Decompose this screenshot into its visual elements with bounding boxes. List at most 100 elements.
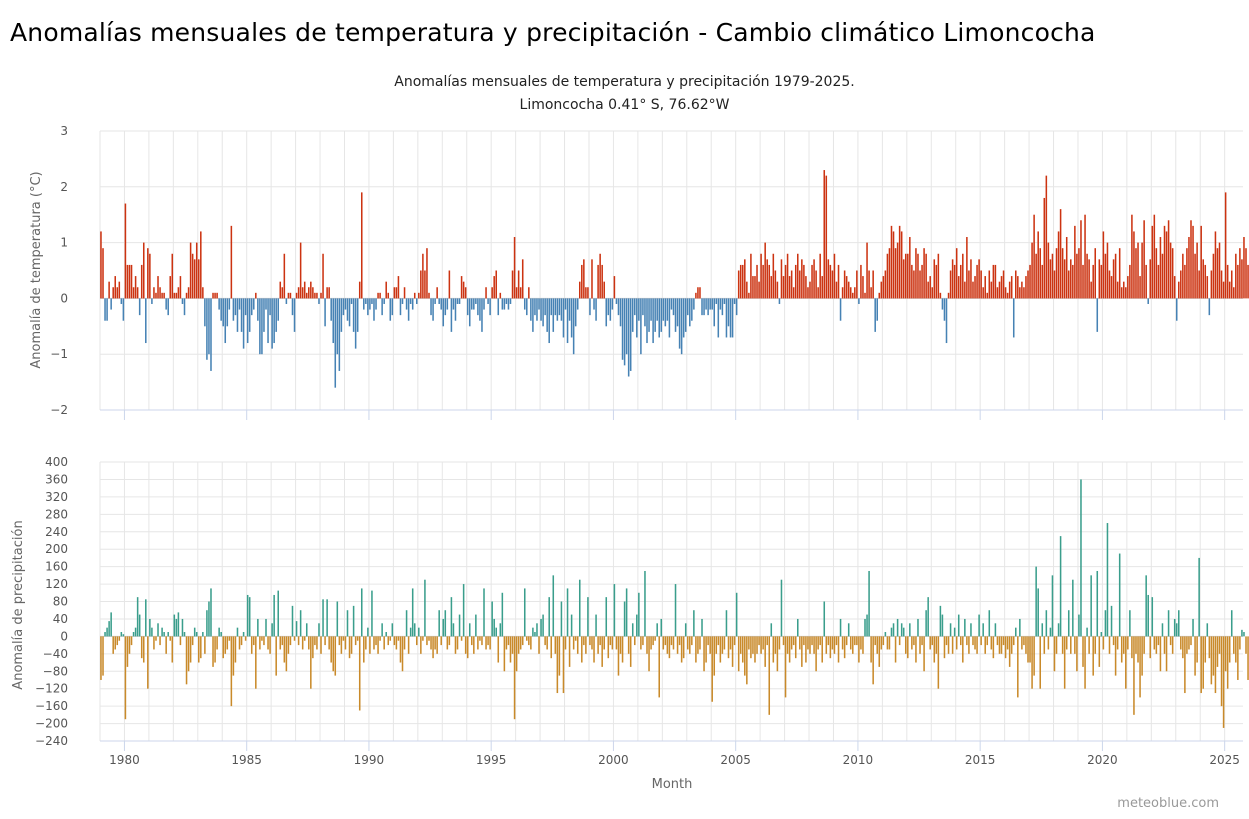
data-bar xyxy=(1192,618,1194,637)
data-bar xyxy=(1047,242,1050,299)
data-bar xyxy=(642,636,644,646)
data-bar xyxy=(548,597,550,637)
data-bar xyxy=(483,588,485,637)
data-bar xyxy=(202,632,204,637)
data-bar xyxy=(509,636,512,663)
data-bar xyxy=(1125,287,1127,299)
data-bar xyxy=(1076,253,1078,299)
data-bar xyxy=(1145,575,1147,637)
data-bar xyxy=(746,636,748,685)
credit-link[interactable]: meteoblue.com xyxy=(1117,796,1219,811)
data-bar xyxy=(475,614,477,637)
data-bar xyxy=(801,259,803,299)
data-bar xyxy=(943,636,946,659)
data-bar xyxy=(226,298,229,327)
data-bar xyxy=(517,270,520,299)
data-bar xyxy=(754,636,756,663)
data-bar xyxy=(191,253,194,299)
data-bar xyxy=(858,636,860,663)
data-bar xyxy=(870,287,872,299)
data-bar xyxy=(426,636,428,646)
data-bar xyxy=(1012,636,1015,646)
data-bar xyxy=(591,259,593,299)
data-bar xyxy=(872,270,874,299)
data-bar xyxy=(1155,248,1158,299)
data-bar xyxy=(1067,270,1070,299)
data-bar xyxy=(1086,627,1088,637)
data-bar xyxy=(949,623,952,637)
data-bar xyxy=(982,287,984,299)
data-bar xyxy=(972,636,974,646)
data-bar xyxy=(503,636,506,672)
data-bar xyxy=(904,253,907,299)
data-bar xyxy=(483,298,485,310)
data-bar xyxy=(601,636,603,667)
data-bar xyxy=(1182,253,1184,299)
data-bar xyxy=(305,292,308,299)
data-bar xyxy=(526,298,528,316)
data-bar xyxy=(762,264,764,299)
data-bar xyxy=(1021,636,1023,650)
data-bar xyxy=(562,298,565,338)
data-bar xyxy=(813,259,815,299)
data-bar xyxy=(340,298,343,332)
data-bar xyxy=(391,623,394,637)
data-bar xyxy=(803,636,805,646)
data-bar xyxy=(1000,636,1003,654)
data-bar xyxy=(827,636,830,646)
data-bar xyxy=(434,298,436,304)
data-bar xyxy=(495,270,497,299)
data-bar xyxy=(638,592,640,637)
data-bar xyxy=(664,298,667,327)
data-bar xyxy=(900,623,903,637)
data-bar xyxy=(1241,259,1243,299)
data-bar xyxy=(151,627,153,637)
data-bar xyxy=(187,636,190,672)
data-bar xyxy=(572,298,575,355)
data-bar xyxy=(772,253,775,299)
data-bar xyxy=(532,298,534,332)
data-bar xyxy=(210,588,212,637)
data-bar xyxy=(289,636,292,646)
data-bar xyxy=(175,618,178,637)
data-bar xyxy=(167,632,169,637)
data-bar xyxy=(102,636,104,676)
data-bar xyxy=(379,292,381,299)
data-bar xyxy=(1167,610,1170,637)
data-bar xyxy=(350,298,353,304)
data-bar xyxy=(723,298,726,304)
data-bar xyxy=(1004,636,1007,659)
data-bar xyxy=(1151,225,1154,299)
data-bar xyxy=(432,298,434,321)
data-bar xyxy=(1137,636,1139,663)
data-bar xyxy=(917,253,919,299)
data-bar xyxy=(689,298,691,327)
data-bar xyxy=(636,614,638,637)
data-bar xyxy=(448,636,451,646)
data-bar xyxy=(1102,636,1105,650)
data-bar xyxy=(578,579,581,637)
data-bar xyxy=(898,225,901,299)
data-bar xyxy=(240,636,243,646)
data-bar xyxy=(664,636,667,646)
data-bar xyxy=(1157,264,1160,299)
data-bar xyxy=(609,298,612,321)
x-tick-label: 1995 xyxy=(476,753,507,767)
data-bar xyxy=(1143,220,1145,299)
data-bar xyxy=(615,298,618,304)
data-bar xyxy=(1196,242,1198,299)
data-bar xyxy=(471,298,473,310)
data-bar xyxy=(418,627,420,637)
data-bar xyxy=(1141,242,1143,299)
data-bar xyxy=(933,259,936,299)
data-bar xyxy=(477,298,479,316)
data-bar xyxy=(959,264,962,299)
data-bar xyxy=(1027,636,1029,663)
data-bar xyxy=(338,636,341,646)
data-bar xyxy=(261,636,263,641)
data-bar xyxy=(140,636,143,659)
data-bar xyxy=(183,632,186,637)
data-bar xyxy=(864,292,866,299)
data-bar xyxy=(242,298,245,349)
data-bar xyxy=(236,627,239,637)
